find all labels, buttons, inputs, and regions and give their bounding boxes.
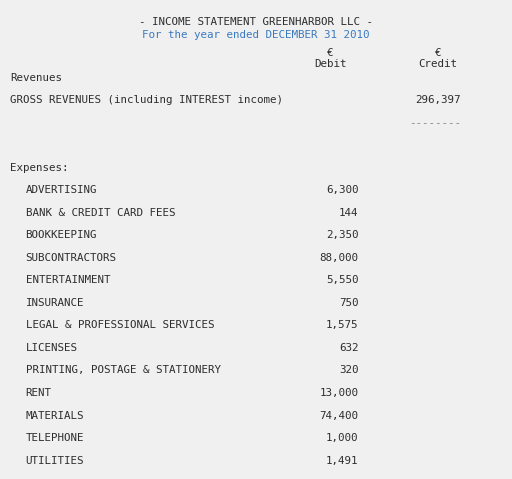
Text: Expenses:: Expenses:	[10, 163, 69, 173]
Text: 1,575: 1,575	[326, 320, 358, 331]
Text: Revenues: Revenues	[10, 73, 62, 83]
Text: MATERIALS: MATERIALS	[26, 411, 84, 421]
Text: 1,000: 1,000	[326, 433, 358, 443]
Text: 74,400: 74,400	[319, 411, 358, 421]
Text: TELEPHONE: TELEPHONE	[26, 433, 84, 443]
Text: BOOKKEEPING: BOOKKEEPING	[26, 230, 97, 240]
Text: LICENSES: LICENSES	[26, 343, 78, 353]
Text: €: €	[435, 48, 441, 58]
Text: RENT: RENT	[26, 388, 52, 398]
Text: Credit: Credit	[418, 59, 457, 69]
Text: --------: --------	[409, 118, 461, 128]
Text: PRINTING, POSTAGE & STATIONERY: PRINTING, POSTAGE & STATIONERY	[26, 365, 221, 376]
Text: LEGAL & PROFESSIONAL SERVICES: LEGAL & PROFESSIONAL SERVICES	[26, 320, 214, 331]
Text: ADVERTISING: ADVERTISING	[26, 185, 97, 195]
Text: SUBCONTRACTORS: SUBCONTRACTORS	[26, 253, 117, 263]
Text: 88,000: 88,000	[319, 253, 358, 263]
Text: 296,397: 296,397	[415, 95, 461, 105]
Text: 6,300: 6,300	[326, 185, 358, 195]
Text: - INCOME STATEMENT GREENHARBOR LLC -: - INCOME STATEMENT GREENHARBOR LLC -	[139, 17, 373, 27]
Text: 144: 144	[339, 208, 358, 218]
Text: 13,000: 13,000	[319, 388, 358, 398]
Text: BANK & CREDIT CARD FEES: BANK & CREDIT CARD FEES	[26, 208, 175, 218]
Text: €: €	[327, 48, 333, 58]
Text: 632: 632	[339, 343, 358, 353]
Text: 750: 750	[339, 298, 358, 308]
Text: Debit: Debit	[314, 59, 347, 69]
Text: 5,550: 5,550	[326, 275, 358, 285]
Text: ENTERTAINMENT: ENTERTAINMENT	[26, 275, 110, 285]
Text: UTILITIES: UTILITIES	[26, 456, 84, 466]
Text: GROSS REVENUES (including INTEREST income): GROSS REVENUES (including INTEREST incom…	[10, 95, 283, 105]
Text: INSURANCE: INSURANCE	[26, 298, 84, 308]
Text: For the year ended DECEMBER 31 2010: For the year ended DECEMBER 31 2010	[142, 30, 370, 40]
Text: 2,350: 2,350	[326, 230, 358, 240]
Text: 320: 320	[339, 365, 358, 376]
Text: 1,491: 1,491	[326, 456, 358, 466]
